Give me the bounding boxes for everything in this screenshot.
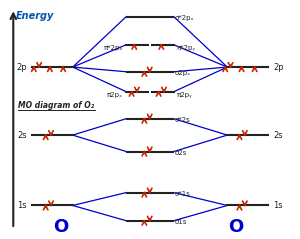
Text: σ*1s: σ*1s [175,191,191,197]
Text: 1s: 1s [273,201,283,210]
Text: MO diagram of O₂: MO diagram of O₂ [18,101,94,110]
Text: π2pᵧ: π2pᵧ [177,92,192,98]
Text: 2p: 2p [16,63,27,71]
Text: σ*2pₓ: σ*2pₓ [175,15,195,21]
Text: π2pₓ: π2pₓ [107,92,123,98]
Text: 1s: 1s [17,201,27,210]
Text: O: O [229,217,244,236]
Text: 2s: 2s [273,130,283,140]
Text: 2s: 2s [17,130,27,140]
Text: O: O [53,217,68,236]
Text: σ2pₓ: σ2pₓ [175,70,191,76]
Text: σ2s: σ2s [175,150,187,156]
Text: π*2pᵧ: π*2pᵧ [177,45,196,51]
Text: σ1s: σ1s [175,219,188,225]
Text: Energy: Energy [16,11,55,21]
Text: π*2pₓ: π*2pₓ [104,45,123,51]
Text: 2p: 2p [273,63,284,71]
Text: σ*2s: σ*2s [175,117,191,123]
